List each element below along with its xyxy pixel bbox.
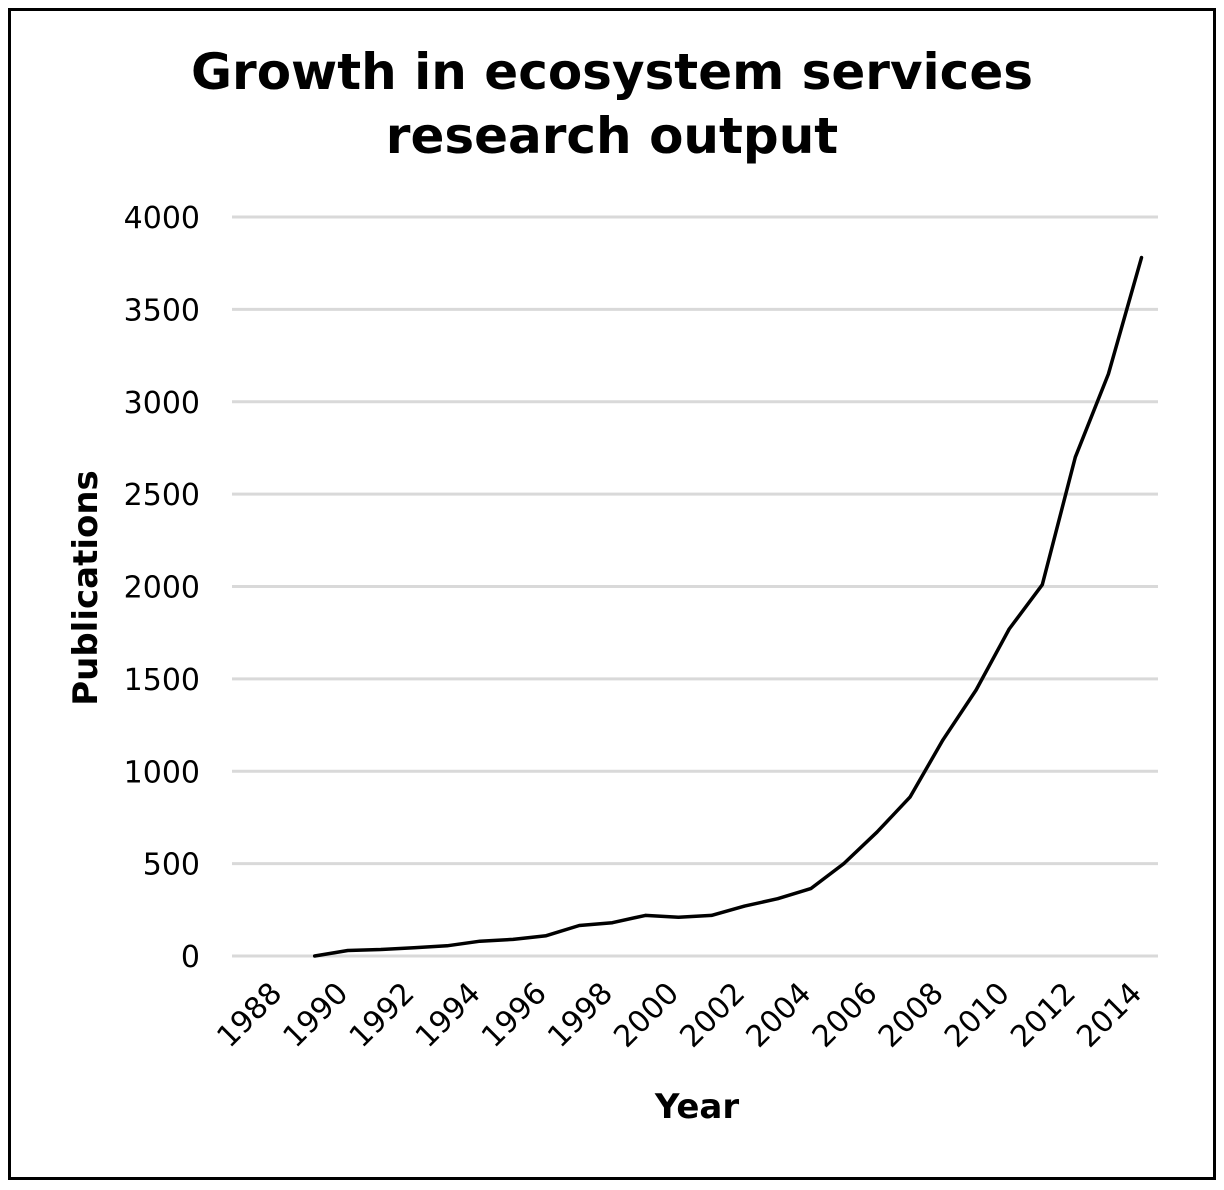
data-point-1991 <box>346 948 350 952</box>
y-tick-label-0: 0 <box>181 940 200 975</box>
x-tick-label-2004: 2004 <box>740 976 819 1055</box>
data-point-2013 <box>1073 455 1077 459</box>
x-tick-label-1998: 1998 <box>541 976 620 1055</box>
x-tick-label-1992: 1992 <box>343 976 422 1055</box>
y-tick-label-4000: 4000 <box>124 201 200 236</box>
y-axis-label: Publications <box>66 470 106 706</box>
data-point-2004 <box>776 897 780 901</box>
y-tick-label-3000: 3000 <box>124 386 200 421</box>
data-point-2003 <box>743 904 747 908</box>
chart-frame <box>8 8 1216 1180</box>
data-point-2002 <box>710 913 714 917</box>
y-tick-label-2500: 2500 <box>124 478 200 513</box>
x-tick-label-2002: 2002 <box>673 976 752 1055</box>
chart-title: Growth in ecosystem services research ou… <box>0 40 1224 168</box>
data-point-2006 <box>842 862 846 866</box>
x-tick-label-2012: 2012 <box>1004 976 1083 1055</box>
data-point-1996 <box>511 937 515 941</box>
x-tick-label-2008: 2008 <box>872 976 951 1055</box>
data-point-2000 <box>643 913 647 917</box>
x-tick-label-1996: 1996 <box>475 976 554 1055</box>
data-point-2009 <box>941 738 945 742</box>
y-tick-label-1000: 1000 <box>124 755 200 790</box>
data-point-1999 <box>610 921 614 925</box>
x-tick-label-1994: 1994 <box>409 976 488 1055</box>
data-point-1993 <box>412 946 416 950</box>
series-line-0 <box>312 255 1144 958</box>
chart-title-line-1: Growth in ecosystem services <box>191 43 1033 101</box>
x-tick-label-1988: 1988 <box>210 976 289 1055</box>
data-point-1994 <box>445 944 449 948</box>
data-point-2001 <box>676 915 680 919</box>
data-point-1990 <box>313 954 317 958</box>
data-point-1998 <box>577 924 581 928</box>
chart-title-line-2: research output <box>385 107 839 165</box>
data-point-1997 <box>544 934 548 938</box>
x-axis-ticks: 1988199019921994199619982000200220042006… <box>210 976 1149 1055</box>
x-axis-label: Year <box>654 1087 740 1127</box>
gridlines <box>232 215 1158 958</box>
x-tick-label-2014: 2014 <box>1070 976 1149 1055</box>
data-point-2011 <box>1007 627 1011 631</box>
x-tick-label-2000: 2000 <box>607 976 686 1055</box>
y-tick-label-3500: 3500 <box>124 293 200 328</box>
data-point-2015 <box>1139 256 1143 260</box>
data-point-2014 <box>1106 372 1110 376</box>
data-point-2012 <box>1040 583 1044 587</box>
y-tick-label-2000: 2000 <box>124 571 200 606</box>
x-tick-label-2010: 2010 <box>938 976 1017 1055</box>
x-tick-label-2006: 2006 <box>806 976 885 1055</box>
data-point-1992 <box>379 948 383 952</box>
data-point-2005 <box>809 887 813 891</box>
x-tick-label-1990: 1990 <box>277 976 356 1055</box>
data-point-2008 <box>908 795 912 799</box>
y-tick-label-500: 500 <box>143 848 200 883</box>
data-point-2007 <box>875 830 879 834</box>
data-point-1995 <box>478 939 482 943</box>
data-point-2010 <box>974 688 978 692</box>
y-axis-ticks: 0 500 1000 1500 2000 2500 3000 3500 4000 <box>124 201 200 975</box>
y-tick-label-1500: 1500 <box>124 663 200 698</box>
series-layer <box>312 255 1144 958</box>
